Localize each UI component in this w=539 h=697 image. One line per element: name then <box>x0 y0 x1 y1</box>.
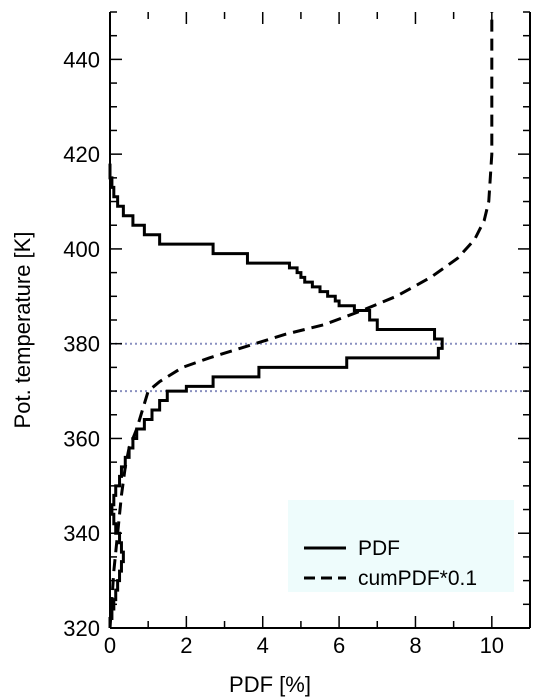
series-pdf-line <box>108 163 444 628</box>
x-axis-title: PDF [%] <box>229 672 311 697</box>
x-tick-label: 4 <box>257 633 269 658</box>
legend-label-cumpdf: cumPDF*0.1 <box>358 567 477 590</box>
y-tick-label: 400 <box>63 237 100 262</box>
x-tick-label: 6 <box>333 633 345 658</box>
x-tick-label: 10 <box>480 633 504 658</box>
legend-label-pdf: PDF <box>358 537 400 560</box>
y-tick-label: 340 <box>63 521 100 546</box>
x-tick-label: 8 <box>409 633 421 658</box>
x-tick-label: 0 <box>104 633 116 658</box>
y-tick-label: 380 <box>63 332 100 357</box>
y-axis-title: Pot. temperature [K] <box>10 232 35 429</box>
series-cumpdf-line <box>108 12 494 629</box>
y-tick-label: 360 <box>63 426 100 451</box>
series-layer <box>108 12 494 629</box>
axes: 0 2 4 6 8 10 320 340 360 380 400 420 440 <box>63 11 531 658</box>
y-tick-label: 320 <box>63 616 100 641</box>
y-tick-label: 420 <box>63 142 100 167</box>
legend: PDF cumPDF*0.1 <box>288 500 514 592</box>
x-tick-label: 2 <box>180 633 192 658</box>
y-tick-label: 440 <box>63 47 100 72</box>
